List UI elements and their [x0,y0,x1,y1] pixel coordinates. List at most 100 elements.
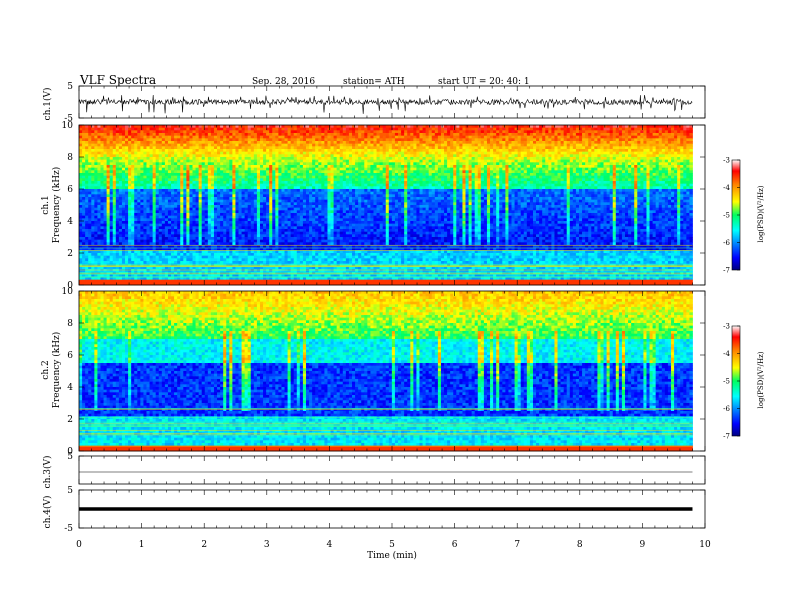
ch1-spec-cell [588,128,591,131]
ch1-spec-cell [260,125,263,128]
ch1-spec-cell [465,130,468,133]
ch1-spec-cell [257,125,260,128]
ch1-spec-cell [349,125,352,128]
ch1-spec-cell [223,133,226,136]
ch1-spec-cell [613,125,616,128]
ch1-spec-cell [211,130,214,133]
ch1-spec-cell [312,133,315,136]
ch1-spec-cell [631,133,634,136]
ch1-spec-cell [297,125,300,128]
ch1-spec-cell [515,136,518,139]
ch1-spec-cell [97,136,100,139]
ch1-spec-cell [398,128,401,131]
ch1-spec-cell [208,128,211,131]
ch1-spec-cell [168,128,171,131]
ch1-spec-cell [315,141,318,144]
ch1-spec-cell [677,130,680,133]
ch1-spec-cell [377,128,380,131]
ch1-spec-cell [386,133,389,136]
ch1-spec-cell [558,130,561,133]
ch1-spec-cell [248,130,251,133]
ch1-spec-cell [438,136,441,139]
ch1-spec-cell [257,128,260,131]
ch1-spec-cell [367,141,370,144]
ch1-spec-cell [548,133,551,136]
ch1-spec-cell [502,125,505,128]
ch1-spec-cell [653,128,656,131]
ch1-spec-cell [539,133,542,136]
ch1-spec-cell [582,133,585,136]
ch1-spec-cell [315,136,318,139]
ch1-spec-cell [616,133,619,136]
ch1-spec-cell [567,133,570,136]
ch1-spec-cell [542,130,545,133]
ch1-spec-cell [85,130,88,133]
ch1-spec-cell [465,136,468,139]
ch1-spec-cell [370,136,373,139]
ch1-spec-cell [85,138,88,141]
ch1-spec-cell [278,130,281,133]
ch1-spec-cell [373,133,376,136]
ch1-spec-cell [85,136,88,139]
ch1-spec-cell [478,136,481,139]
ch1-spec-cell [518,125,521,128]
ch1-spec-cell [211,138,214,141]
ch1-spec-cell [312,125,315,128]
ch1-spec-cell [389,130,392,133]
ch1-spec-cell [192,133,195,136]
ch1-spec-cell [656,130,659,133]
ch1-spec-cell [245,138,248,141]
ch1-spec-cell [217,138,220,141]
ch1-spec-cell [337,128,340,131]
ch1-spec-cell [189,138,192,141]
ch1-spec-cell [327,136,330,139]
ch1-spec-cell [143,125,146,128]
ch1-spec-cell [321,138,324,141]
ch1-spec-cell [189,125,192,128]
ch1-spec-cell [346,130,349,133]
ch1-spec-cell [165,133,168,136]
ch1-spec-cell [337,130,340,133]
ch1-spec-cell [248,128,251,131]
ch1-spec-cell [242,128,245,131]
ch1-spec-cell [668,136,671,139]
ch1-spec-cell [481,141,484,144]
ch1-spec-cell [272,138,275,141]
ch1-spec-cell [585,128,588,131]
ch1-spec-cell [309,130,312,133]
ch1-spec-cell [211,125,214,128]
ch1-spec-cell [505,136,508,139]
ch1-spec-cell [352,125,355,128]
ch1-spec-cell [248,138,251,141]
ch1-spec-cell [413,130,416,133]
ch1-spec-cell [113,125,116,128]
ch1-spec-cell [622,133,625,136]
ch1-spec-cell [294,141,297,144]
ch1-spec-cell [456,133,459,136]
ch1-spec-cell [150,130,153,133]
ch1-spec-cell [665,130,668,133]
ch1-spec-cell [321,128,324,131]
ch1-spec-cell [646,125,649,128]
ch1-spec-cell [597,125,600,128]
ch1-spec-cell [180,128,183,131]
ch1-spec-cell [653,133,656,136]
ch1-spec-cell [361,141,364,144]
ch1-spec-cell [352,136,355,139]
ch1-spec-cell [395,141,398,144]
ch1-spec-cell [662,138,665,141]
ch1-spec-cell [116,136,119,139]
ch1-spec-cell [637,128,640,131]
ch1-spec-cell [564,128,567,131]
ch1-spec-cell [180,133,183,136]
ch1-spec-cell [450,128,453,131]
ch1-spec-cell [358,138,361,141]
ch1-spec-cell [487,138,490,141]
ch1-spec-cell [334,141,337,144]
ch1-spec-cell [453,138,456,141]
ch1-spec-cell [383,141,386,144]
ch1-spec-cell [413,136,416,139]
ch1-spec-cell [269,136,272,139]
ch1-spec-cell [573,130,576,133]
ch1-spec-cell [297,128,300,131]
